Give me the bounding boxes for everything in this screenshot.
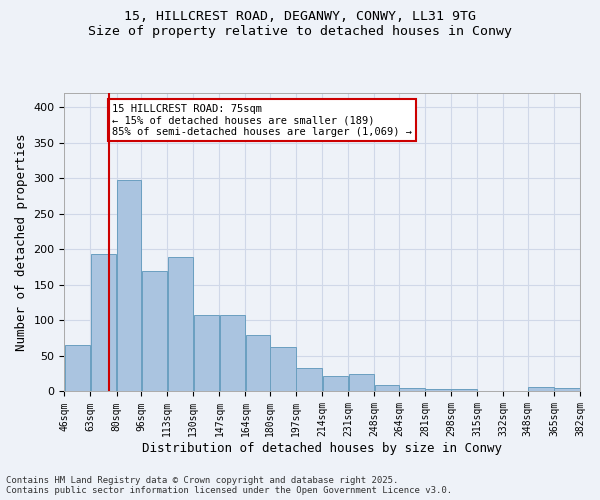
Bar: [142, 270, 167, 392]
Text: 15 HILLCREST ROAD: 75sqm
← 15% of detached houses are smaller (189)
85% of semi-: 15 HILLCREST ROAD: 75sqm ← 15% of detach…: [112, 104, 412, 137]
Bar: [400, 388, 425, 392]
Text: 15, HILLCREST ROAD, DEGANWY, CONWY, LL31 9TG
Size of property relative to detach: 15, HILLCREST ROAD, DEGANWY, CONWY, LL31…: [88, 10, 512, 38]
Bar: [65, 346, 90, 392]
Bar: [246, 334, 269, 392]
Bar: [296, 368, 322, 392]
Bar: [220, 314, 245, 392]
Bar: [349, 374, 374, 392]
Bar: [167, 257, 193, 392]
X-axis label: Distribution of detached houses by size in Conwy: Distribution of detached houses by size …: [142, 442, 502, 455]
Bar: [554, 388, 580, 392]
Bar: [375, 385, 398, 392]
Bar: [323, 376, 348, 392]
Bar: [117, 180, 141, 392]
Bar: [425, 388, 451, 392]
Bar: [528, 387, 554, 392]
Bar: [451, 390, 477, 392]
Text: Contains HM Land Registry data © Crown copyright and database right 2025.
Contai: Contains HM Land Registry data © Crown c…: [6, 476, 452, 495]
Bar: [478, 391, 503, 392]
Y-axis label: Number of detached properties: Number of detached properties: [15, 134, 28, 351]
Bar: [194, 314, 219, 392]
Bar: [271, 348, 296, 392]
Bar: [91, 254, 116, 392]
